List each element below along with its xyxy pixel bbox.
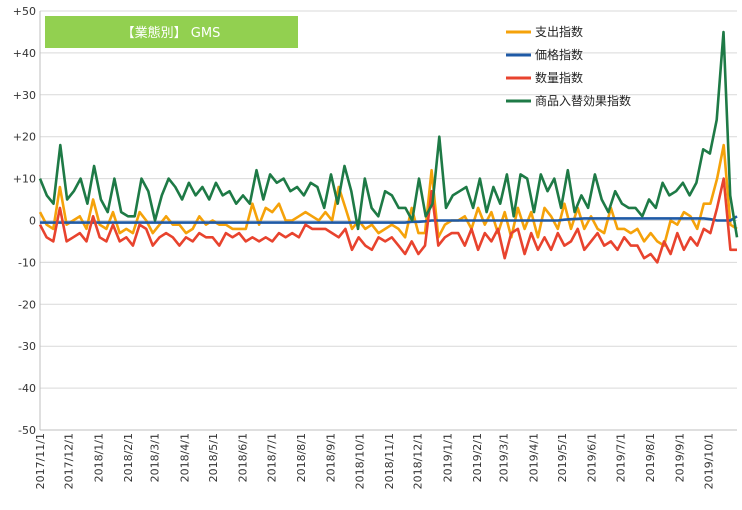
x-tick-label: 2018/4/1	[178, 433, 191, 482]
series-lines	[38, 30, 739, 264]
y-tick-label: 0	[29, 215, 36, 228]
x-tick-label: 2018/2/1	[122, 433, 135, 482]
y-tick-label: -30	[18, 340, 36, 353]
chart-title-box: 【業態別】 GMS	[45, 16, 298, 48]
x-tick-label: 2019/3/1	[498, 433, 511, 482]
x-tick-label: 2019/1/1	[441, 433, 454, 482]
series-line-3	[38, 177, 737, 264]
x-tick-label: 2018/7/1	[265, 433, 278, 482]
x-tick-label: 2019/7/1	[614, 433, 627, 482]
x-tick-label: 2017/12/1	[63, 433, 76, 489]
x-tick-label: 2018/10/1	[353, 433, 366, 489]
x-tick-label: 2018/12/1	[412, 433, 425, 489]
y-tick-label: -40	[18, 382, 36, 395]
x-tick-label: 2018/1/1	[92, 433, 105, 482]
title-box-background	[45, 16, 298, 48]
series-line-4	[38, 30, 739, 238]
y-tick-label: +30	[13, 89, 36, 102]
x-tick-label: 2019/10/1	[702, 433, 715, 489]
x-tick-label: 2018/8/1	[295, 433, 308, 482]
legend-label: 商品入替効果指数	[535, 93, 631, 108]
x-tick-label: 2017/11/1	[34, 433, 47, 489]
legend-label: 数量指数	[535, 70, 583, 85]
x-tick-label: 2018/9/1	[325, 433, 338, 482]
y-tick-label: +40	[13, 47, 36, 60]
x-tick-label: 2018/5/1	[207, 433, 220, 482]
series-line-1	[38, 143, 738, 247]
y-tick-label: +20	[13, 131, 36, 144]
y-axis-tick-labels: +50 +40 +30 +20 +10 0 -10 -20 -30 -40 -50	[13, 5, 36, 437]
x-tick-label: 2019/5/1	[556, 433, 569, 482]
x-tick-label: 2019/8/1	[644, 433, 657, 482]
x-tick-label: 2018/11/1	[383, 433, 396, 489]
y-tick-label: +50	[13, 5, 36, 18]
x-tick-label: 2019/6/1	[586, 433, 599, 482]
y-tick-label: -10	[18, 256, 36, 269]
y-tick-label: -20	[18, 298, 36, 311]
legend-label: 価格指数	[535, 47, 583, 62]
x-tick-label: 2019/4/1	[527, 433, 540, 482]
y-tick-label: +10	[13, 173, 36, 186]
legend-label: 支出指数	[535, 24, 583, 39]
y-tick-label: -50	[18, 424, 36, 437]
x-tick-label: 2019/9/1	[674, 433, 687, 482]
x-tick-label: 2019/2/1	[471, 433, 484, 482]
chart-title: 【業態別】 GMS	[122, 25, 221, 41]
x-tick-label: 2018/6/1	[237, 433, 250, 482]
x-tick-label: 2018/3/1	[149, 433, 162, 482]
series-line-2	[40, 215, 738, 224]
x-axis-tick-labels: 2017/11/1 2017/12/1 2018/1/1 2018/2/1 2018/3…	[34, 433, 715, 489]
